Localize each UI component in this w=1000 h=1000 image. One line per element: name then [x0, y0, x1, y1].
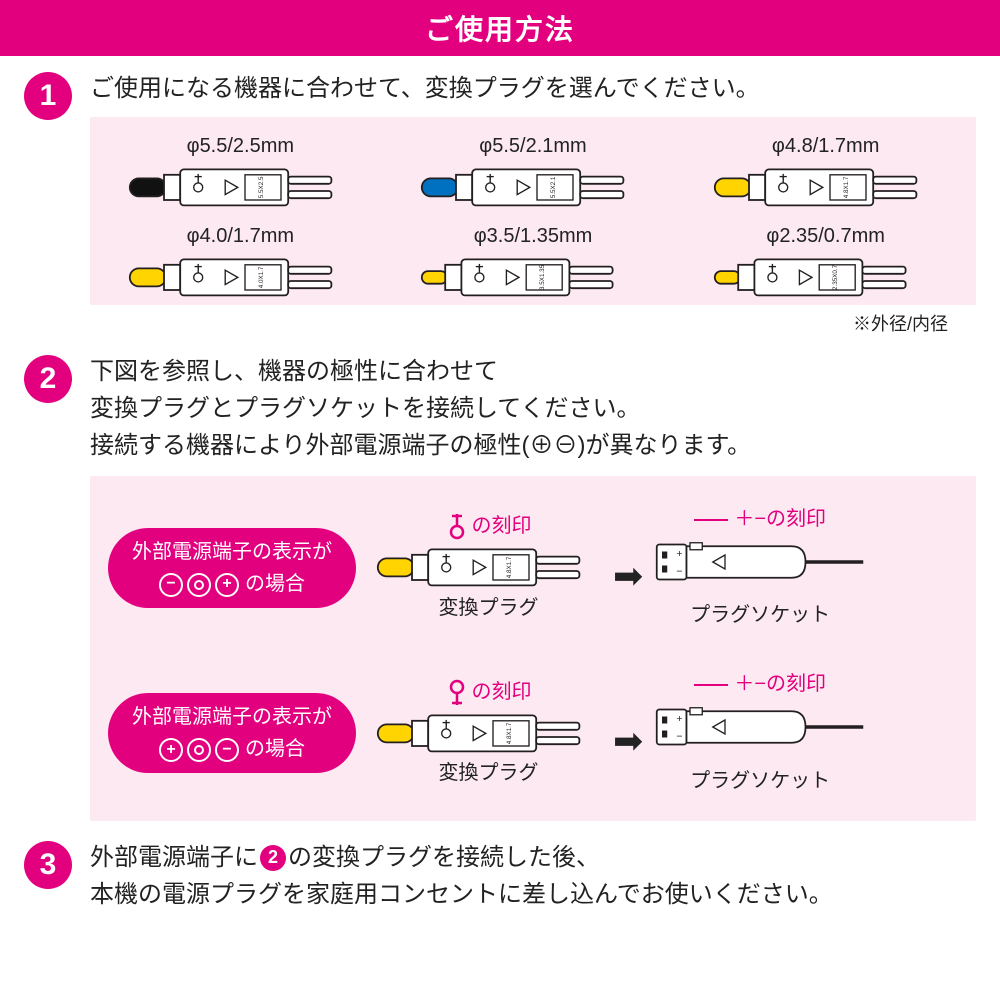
polarity-row: 外部電源端子の表示が −+の場合 の刻印 4.8X1.7 [108, 486, 958, 631]
step3-pre: 外部電源端子に [90, 844, 258, 871]
svg-text:−: − [677, 731, 683, 743]
plug-cell: φ5.5/2.5mm 5.5X2.5 [108, 131, 373, 211]
plug-size-label: φ5.5/2.5mm [108, 131, 373, 162]
conversion-plug-col: の刻印 4.8X1.7 変換プラグ [376, 677, 601, 790]
svg-text:5.5X2.5: 5.5X2.5 [258, 176, 265, 198]
svg-text:5.5X2.1: 5.5X2.1 [550, 176, 557, 198]
polarity-pill: 外部電源端子の表示が +−の場合 [108, 693, 356, 773]
plug-cell: φ5.5/2.1mm 5.5X2.1 [401, 131, 666, 211]
arrow-icon: ➡ [613, 532, 643, 604]
plug-size-label: φ4.8/1.7mm [693, 131, 958, 162]
step2-line1: 下図を参照し、機器の極性に合わせて [90, 353, 976, 390]
plug-icon: 4.0X1.7 [128, 254, 353, 301]
svg-text:4.8X1.7: 4.8X1.7 [506, 722, 513, 744]
svg-text:4.8X1.7: 4.8X1.7 [843, 176, 850, 198]
step1-footnote: ※外径/内径 [90, 305, 976, 339]
plug-icon: 4.8X1.7 [376, 544, 601, 591]
step1-plug-box: φ5.5/2.5mm 5.5X2.5 φ5.5/2.1mm 5.5X2.1 [90, 117, 976, 305]
plug-icon: 2.35X0.7 [713, 254, 938, 301]
inline-step-ref: 2 [260, 845, 286, 871]
plug-size-label: φ5.5/2.1mm [401, 131, 666, 162]
socket-col: ＋−の刻印 + − プラグソケット [655, 504, 865, 631]
svg-text:4.0X1.7: 4.0X1.7 [258, 266, 265, 288]
step1-text: ご使用になる機器に合わせて、変換プラグを選んでください。 [90, 70, 976, 107]
step-2: 2 下図を参照し、機器の極性に合わせて 変換プラグとプラグソケットを接続してくだ… [0, 339, 1000, 821]
svg-text:−: − [677, 565, 683, 577]
step-num-1: 1 [24, 72, 72, 120]
polarity-mark-icon [446, 679, 468, 705]
plug-icon: 4.8X1.7 [376, 710, 601, 757]
socket-col: ＋−の刻印 + − プラグソケット [655, 669, 865, 796]
step-3: 3 外部電源端子に2の変換プラグを接続した後、 本機の電源プラグを家庭用コンセン… [0, 821, 1000, 913]
header-title: ご使用方法 [0, 0, 1000, 56]
step-num-3: 3 [24, 841, 72, 889]
step3-line2: 本機の電源プラグを家庭用コンセントに差し込んでお使いください。 [90, 876, 976, 913]
plug-size-label: φ4.0/1.7mm [108, 221, 373, 252]
plug-size-label: φ2.35/0.7mm [693, 221, 958, 252]
socket-icon: + − [655, 537, 865, 587]
plug-cell: φ3.5/1.35mm 3.5X1.35 [401, 221, 666, 301]
step3-line1: 外部電源端子に2の変換プラグを接続した後、 [90, 839, 976, 876]
plug-size-label: φ3.5/1.35mm [401, 221, 666, 252]
step2-box: 外部電源端子の表示が −+の場合 の刻印 4.8X1.7 [90, 476, 976, 820]
socket-icon: + − [655, 702, 865, 752]
conversion-plug-col: の刻印 4.8X1.7 変換プラグ [376, 511, 601, 624]
step3-mid: の変換プラグを接続した後、 [288, 844, 600, 871]
plug-icon: 5.5X2.5 [128, 164, 353, 211]
svg-text:+: + [677, 548, 683, 560]
plug-icon: 4.8X1.7 [713, 164, 938, 211]
polarity-pill: 外部電源端子の表示が −+の場合 [108, 528, 356, 608]
step-1: 1 ご使用になる機器に合わせて、変換プラグを選んでください。 φ5.5/2.5m… [0, 56, 1000, 339]
arrow-icon: ➡ [613, 697, 643, 769]
plug-cell: φ4.0/1.7mm 4.0X1.7 [108, 221, 373, 301]
polarity-mark-icon [446, 514, 468, 540]
svg-text:2.35X0.7: 2.35X0.7 [832, 264, 839, 290]
plug-cell: φ4.8/1.7mm 4.8X1.7 [693, 131, 958, 211]
plug-icon: 3.5X1.35 [420, 254, 645, 301]
svg-text:+: + [677, 713, 683, 725]
plug-cell: φ2.35/0.7mm 2.35X0.7 [693, 221, 958, 301]
step2-line3: 接続する機器により外部電源端子の極性(⊕⊖)が異なります。 [90, 427, 976, 464]
plug-icon: 5.5X2.1 [420, 164, 645, 211]
svg-text:4.8X1.7: 4.8X1.7 [506, 556, 513, 578]
step2-line2: 変換プラグとプラグソケットを接続してください。 [90, 390, 976, 427]
polarity-row: 外部電源端子の表示が +−の場合 の刻印 4.8X1.7 [108, 645, 958, 796]
step-num-2: 2 [24, 355, 72, 403]
svg-text:3.5X1.35: 3.5X1.35 [540, 264, 547, 290]
